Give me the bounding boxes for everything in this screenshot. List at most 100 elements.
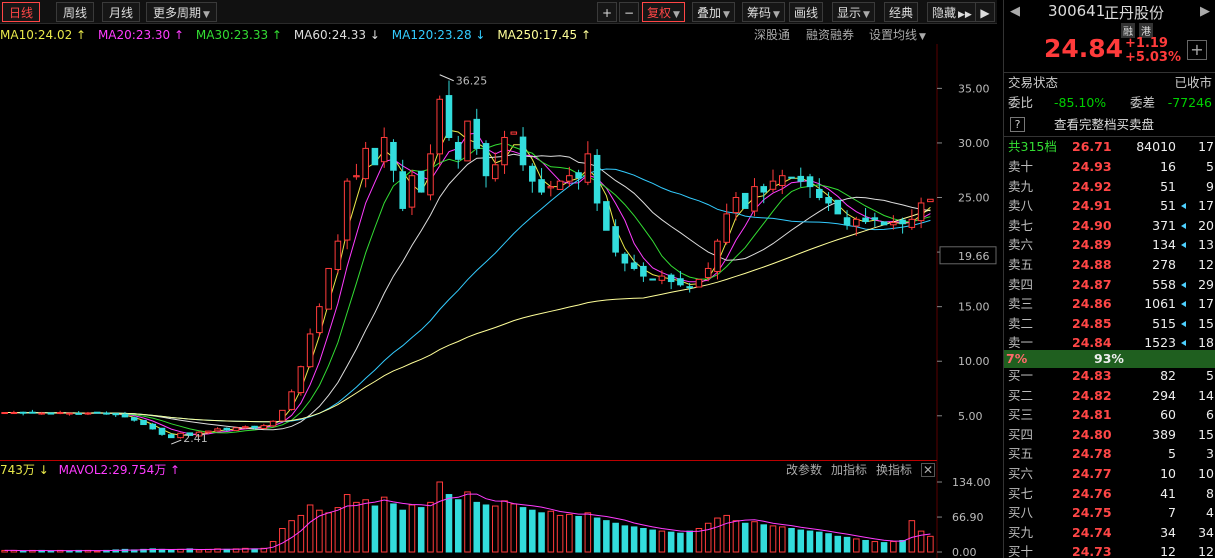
total-levels-label: 共315档 xyxy=(1008,139,1057,154)
tab-daily[interactable]: 日线 xyxy=(2,2,41,22)
bid-row[interactable]: 买八 24.75 7 4 xyxy=(1004,503,1215,523)
candle-body xyxy=(677,278,684,286)
ask-row[interactable]: 卖一 24.84 1523 18 xyxy=(1004,333,1215,353)
candle-body xyxy=(519,136,527,166)
bid-row[interactable]: 买二 24.82 294 14 xyxy=(1004,386,1215,406)
volume-bar xyxy=(760,524,768,553)
display-button[interactable]: 显示 ▼ xyxy=(832,2,875,22)
volume-bar xyxy=(66,550,73,553)
candle-body xyxy=(778,175,786,186)
switch-indicator-link[interactable]: 换指标 xyxy=(876,463,913,477)
bid-row[interactable]: 买六 24.77 10 10 xyxy=(1004,464,1215,484)
ask-count: 17 xyxy=(1198,198,1214,214)
collapse-panel-button[interactable]: ▶ xyxy=(975,2,995,22)
volume-bar xyxy=(334,507,342,553)
prev-stock-icon[interactable]: ◀ xyxy=(1010,4,1020,19)
candle-body xyxy=(908,218,916,228)
ask-row[interactable]: 卖二 24.85 515 15 xyxy=(1004,314,1215,334)
candle-body xyxy=(454,141,462,160)
change-marker-icon xyxy=(1181,301,1186,308)
volume-bar xyxy=(640,527,647,553)
adjust-button[interactable]: 复权 ▼ xyxy=(642,2,685,22)
candle-body xyxy=(177,432,184,439)
ask-level-label: 卖九 xyxy=(1008,178,1034,194)
change-params-link[interactable]: 改参数 xyxy=(786,463,823,477)
bid-volume: 10 xyxy=(1160,466,1176,481)
volume-bar xyxy=(427,501,434,553)
ask-row[interactable]: 卖五 24.88 278 12 xyxy=(1004,255,1215,275)
stock-header: ◀ 300641 正丹股份 ▶ 融 港 24.84 +1.19 +5.03% + xyxy=(1004,0,1215,68)
volume-bar xyxy=(630,526,638,553)
candle-body xyxy=(704,267,712,278)
change-marker-icon xyxy=(1181,242,1186,249)
ask-row[interactable]: 卖十 24.93 16 5 xyxy=(1004,157,1215,177)
ask-level-label: 卖三 xyxy=(1008,296,1034,312)
bid-row[interactable]: 买五 24.78 5 3 xyxy=(1004,444,1215,464)
price-change-pct: +5.03% xyxy=(1125,50,1181,65)
draw-button[interactable]: 画线 xyxy=(789,2,824,22)
volume-bar xyxy=(353,501,360,553)
link-ma-settings[interactable]: 设置均线 ▼ xyxy=(869,26,926,44)
bid-row[interactable]: 买四 24.80 389 15 xyxy=(1004,425,1215,445)
bid-row[interactable]: 买九 24.74 34 34 xyxy=(1004,523,1215,543)
kline-chart[interactable]: 36.252.41 35.0030.0025.0020.0015.0010.00… xyxy=(0,44,1000,558)
bid-level-label: 买四 xyxy=(1008,426,1034,442)
add-indicator-link[interactable]: 加指标 xyxy=(831,463,868,477)
price-tick-label: 35.00 xyxy=(958,82,990,95)
bid-level-label: 买六 xyxy=(1008,466,1034,481)
bid-volume: 5 xyxy=(1168,446,1176,462)
candle-body xyxy=(29,411,36,414)
volume-bar xyxy=(816,531,823,553)
ask-row[interactable]: 卖八 24.91 51 17 xyxy=(1004,196,1215,216)
candle-body xyxy=(158,427,166,435)
bid-row[interactable]: 买一 24.83 82 5 xyxy=(1004,366,1215,386)
link-margin-trading[interactable]: 融资融券 xyxy=(806,28,855,42)
ask-count: 5 xyxy=(1206,159,1214,174)
volume-bar xyxy=(399,509,406,553)
candle-body xyxy=(251,425,258,429)
overlay-button[interactable]: 叠加 ▼ xyxy=(692,2,735,22)
candle-body xyxy=(927,198,934,203)
bid-row[interactable]: 买七 24.76 41 8 xyxy=(1004,484,1215,504)
volume-bar xyxy=(501,500,508,553)
ask-level-label: 卖七 xyxy=(1008,217,1034,233)
chevron-down-icon: ▼ xyxy=(673,10,680,20)
close-icon[interactable]: ✕ xyxy=(921,463,935,477)
ask-price: 24.86 xyxy=(1072,296,1112,312)
ask-volume: 1061 xyxy=(1144,296,1176,312)
ask-row[interactable]: 卖七 24.90 371 20 xyxy=(1004,216,1215,236)
hide-button[interactable]: 隐藏 ▶▶ xyxy=(927,2,977,22)
tab-weekly[interactable]: 周线 xyxy=(56,2,95,22)
volume-bar xyxy=(417,507,425,553)
add-watchlist-button[interactable]: + xyxy=(1187,40,1207,60)
zoom-out-button[interactable]: − xyxy=(619,2,639,22)
candle-body xyxy=(853,218,860,227)
tab-more-periods[interactable]: 更多周期 ▼ xyxy=(146,2,217,22)
ask-row[interactable]: 卖六 24.89 134 13 xyxy=(1004,235,1215,255)
candle-body xyxy=(19,411,27,414)
ask-row[interactable]: 卖四 24.87 558 29 xyxy=(1004,275,1215,295)
classic-button[interactable]: 经典 xyxy=(884,2,919,22)
bid-row[interactable]: 买十 24.73 12 12 xyxy=(1004,542,1215,558)
candle-body xyxy=(47,412,55,415)
chevron-down-icon: ▼ xyxy=(919,32,926,42)
ask-row[interactable]: 卖九 24.92 51 9 xyxy=(1004,177,1215,197)
ask-volume: 558 xyxy=(1152,276,1176,292)
buy-sell-ratio-bar: 7% 93% xyxy=(1004,350,1215,368)
double-arrow-icon: ▶▶ xyxy=(958,10,972,20)
full-book-row[interactable]: ? 查看完整档买卖盘 xyxy=(1004,115,1215,134)
tab-monthly[interactable]: 月线 xyxy=(102,2,141,22)
link-shenzhen-connect[interactable]: 深股通 xyxy=(754,28,791,42)
volume-bar xyxy=(408,504,416,553)
stock-name: 正丹股份 xyxy=(1104,4,1165,22)
candle-body xyxy=(38,412,45,415)
volume-bar xyxy=(454,499,462,553)
ask-row[interactable]: 卖三 24.86 1061 17 xyxy=(1004,294,1215,314)
total-levels-volume: 84010 xyxy=(1136,139,1176,154)
ask-level-label: 卖五 xyxy=(1008,257,1034,272)
zoom-in-button[interactable]: + xyxy=(597,2,617,22)
next-stock-icon[interactable]: ▶ xyxy=(1200,4,1210,19)
chips-button[interactable]: 筹码 ▼ xyxy=(742,2,785,22)
candle-body xyxy=(556,180,564,190)
bid-row[interactable]: 买三 24.81 60 6 xyxy=(1004,405,1215,425)
